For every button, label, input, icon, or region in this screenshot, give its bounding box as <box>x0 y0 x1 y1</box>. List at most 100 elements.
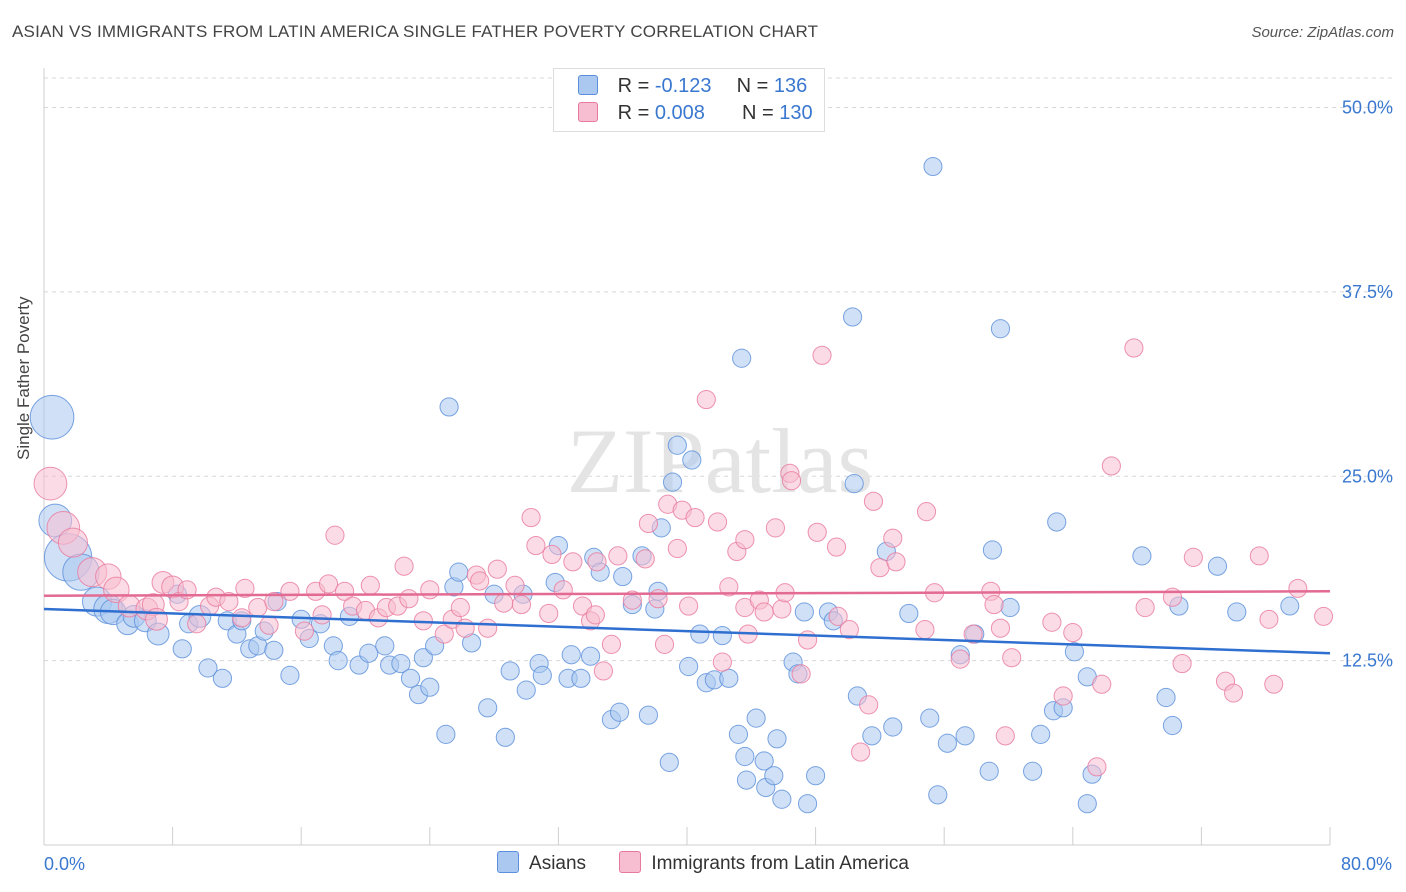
data-point <box>915 620 935 640</box>
data-point <box>797 794 818 814</box>
legend-label-asians: Asians <box>529 853 587 874</box>
data-point <box>682 450 702 470</box>
data-point <box>883 717 903 737</box>
data-point <box>979 761 999 781</box>
data-point <box>662 472 683 492</box>
legend-n-label: N = <box>736 75 769 97</box>
data-point <box>772 789 792 809</box>
data-point <box>399 589 419 609</box>
data-point <box>870 558 890 578</box>
watermark: ZIPatlas <box>567 410 874 512</box>
x-tick-label: 80.0% <box>1341 854 1392 874</box>
data-point <box>587 552 607 572</box>
data-point <box>667 538 687 559</box>
data-point <box>580 646 601 666</box>
data-point <box>1156 687 1176 708</box>
tick-labels: 12.5% 25.0% 37.5% 50.0% 0.0% 80.0% <box>44 98 1393 875</box>
data-point <box>754 751 774 771</box>
data-point <box>982 540 1003 560</box>
legend-r-label: R = <box>617 102 650 124</box>
data-point <box>851 742 871 762</box>
legend-row-latin-america: R = 0.008 N = 130 <box>578 102 813 126</box>
data-point <box>1314 606 1334 626</box>
data-point <box>765 518 786 538</box>
data-point <box>478 618 498 638</box>
data-point <box>487 559 507 579</box>
data-point <box>505 575 525 595</box>
data-point <box>1077 794 1097 814</box>
legend-swatch-latin-america <box>578 102 598 122</box>
data-point <box>420 580 440 600</box>
data-point <box>1224 683 1244 703</box>
data-point <box>844 474 864 494</box>
data-point <box>937 733 958 753</box>
y-tick-label: 37.5% <box>1342 282 1393 302</box>
data-point <box>842 307 863 327</box>
legend-swatch-asians <box>578 75 598 95</box>
data-point <box>521 507 541 528</box>
data-point <box>294 621 315 641</box>
data-point <box>29 394 75 440</box>
data-point <box>963 624 983 644</box>
data-point <box>449 562 469 582</box>
y-tick-label: 12.5% <box>1342 651 1393 671</box>
data-point <box>553 580 573 600</box>
data-point <box>608 546 628 566</box>
source-label: Source: ZipAtlas.com <box>1251 24 1394 41</box>
data-point <box>57 527 88 558</box>
data-point <box>754 602 774 622</box>
data-point <box>899 603 919 624</box>
data-point <box>764 766 784 786</box>
data-point <box>746 708 766 728</box>
data-point <box>736 770 757 790</box>
data-point <box>394 556 414 576</box>
data-point <box>187 614 207 634</box>
data-point <box>1227 602 1247 622</box>
data-point <box>685 507 705 528</box>
data-point <box>1002 648 1022 668</box>
data-point <box>235 578 255 598</box>
data-point <box>767 729 787 749</box>
data-point <box>883 528 903 548</box>
data-point <box>172 639 192 659</box>
trend-line <box>43 590 1331 597</box>
data-point <box>328 651 348 671</box>
data-point <box>1000 597 1020 618</box>
data-point <box>1264 674 1284 694</box>
data-point <box>33 466 68 501</box>
data-point <box>1172 653 1192 674</box>
data-point <box>212 668 233 688</box>
data-point <box>826 537 847 557</box>
data-point <box>232 608 252 628</box>
data-point <box>923 157 943 176</box>
data-point <box>495 727 515 747</box>
data-point <box>886 552 906 572</box>
data-point <box>648 589 668 609</box>
data-point <box>1249 546 1269 566</box>
data-point <box>916 502 937 522</box>
legend-item-latin-america[interactable]: Immigrants from Latin America <box>619 851 909 875</box>
data-point <box>1183 547 1203 567</box>
data-point <box>391 653 411 674</box>
data-point <box>806 766 826 786</box>
legend-item-asians[interactable]: Asians <box>497 851 586 875</box>
data-point <box>712 652 732 672</box>
y-tick-label: 25.0% <box>1342 466 1393 486</box>
data-point <box>635 549 655 569</box>
data-point <box>500 661 520 681</box>
data-point <box>928 785 948 805</box>
data-point <box>732 348 752 368</box>
data-point <box>1280 596 1300 616</box>
data-point <box>434 624 454 644</box>
data-point <box>420 677 440 697</box>
data-point <box>839 620 859 640</box>
trend-lines <box>43 590 1331 655</box>
data-point <box>659 752 679 772</box>
data-point <box>1207 556 1228 576</box>
data-point <box>312 605 332 625</box>
legend-n-value-latin-america: 130 <box>779 102 813 124</box>
data-point <box>707 512 728 532</box>
data-point <box>439 397 459 417</box>
legend-n-value-asians: 136 <box>773 75 808 97</box>
data-point <box>950 649 970 669</box>
